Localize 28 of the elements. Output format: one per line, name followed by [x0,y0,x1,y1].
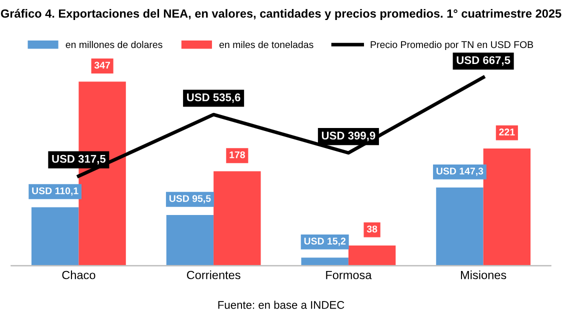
bar [348,246,396,266]
x-tick-label: Formosa [326,270,372,280]
legend-label: en millones de dolares [66,40,162,48]
bar [214,171,261,266]
data-label: 221 [499,128,515,136]
bar [436,188,484,266]
x-tick-label: Chaco [62,270,96,280]
data-label: USD 147,3 [436,168,484,176]
bar [166,215,214,266]
x-tick-label: Misiones [461,270,506,280]
data-label: 178 [230,151,245,158]
data-label: USD 95,5 [169,195,211,204]
legend-label: Precio Promedio por TN en USD FOB [370,40,534,50]
legend-label: en miles de toneladas [219,40,314,48]
data-label: 347 [94,62,110,69]
data-label: USD 399,9 [322,132,376,142]
data-label: 38 [366,226,378,232]
data-label: USD 110,1 [32,187,78,196]
bar [31,207,79,266]
data-label: USD 317,5 [52,154,106,164]
bar [483,148,531,266]
bar [301,258,348,266]
source-note: Fuente: en base a INDEC [218,300,344,309]
chart-title: Gráfico 4. Exportaciones del NEA, en valores, cantidades y precios promedios. 1° cuatrimestre 2025 [0,8,562,20]
x-tick-label: Corrientes [186,270,240,280]
data-label: USD 667,5 [456,56,510,66]
data-label: USD 15,2 [304,238,346,246]
data-label: USD 535,6 [187,93,240,103]
